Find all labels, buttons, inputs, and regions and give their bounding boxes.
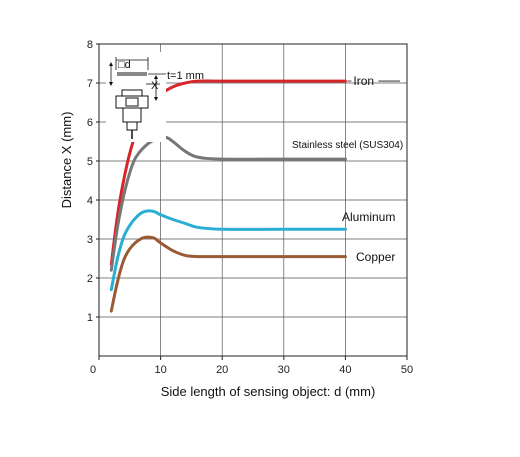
inset-sensor-center: [125, 97, 139, 107]
y-tick-label: 8: [87, 39, 93, 51]
y-tick-label: 1: [87, 312, 93, 324]
y-tick-label: 2: [87, 273, 93, 285]
y-tick-label: 4: [87, 195, 93, 207]
inset-sensor-head: [121, 89, 143, 97]
inset-x-arrow-tail: [109, 82, 113, 86]
inset-target-plate: [117, 72, 147, 76]
series-line-1: [109, 135, 347, 272]
x-tick-label: 10: [154, 364, 166, 376]
inset-sensor-tail: [126, 121, 138, 131]
x-tick-label: 30: [278, 364, 290, 376]
series-label-1: Stainless steel (SUS304): [292, 140, 403, 151]
inset-sensor-body: [122, 107, 142, 123]
series-label-0: Iron: [353, 74, 374, 88]
inset-x-dim-head: [154, 75, 158, 79]
axes: 0 10 20 30 40 50 1 2 3 4 5 6 7 8 Side length of sensin…: [59, 39, 413, 399]
series-line-3: [109, 235, 347, 313]
series-line-2: [109, 209, 347, 292]
series-label-2: Aluminum: [342, 210, 395, 224]
y-tick-label: 3: [87, 234, 93, 246]
series-labels: Iron Stainless steel (SUS304) Aluminum Copp…: [292, 74, 403, 264]
y-tick-label: 5: [87, 156, 93, 168]
inset-d-label: □d: [118, 59, 131, 71]
y-tick-label: 6: [87, 117, 93, 129]
x-tick-label: 50: [401, 364, 413, 376]
inset-x-dim-tail: [154, 97, 158, 101]
series-lines: [109, 79, 347, 313]
sensor-inset-diagram: □d X t=1 mm: [106, 52, 204, 142]
y-axis-title: Distance X (mm): [59, 112, 74, 209]
x-tick-label: 20: [216, 364, 228, 376]
inset-thickness-label: t=1 mm: [167, 70, 204, 82]
inset-x-arrow-head: [109, 62, 113, 66]
x-tick-label: 40: [339, 364, 351, 376]
x-tick-label: 0: [90, 364, 96, 376]
y-tick-label: 7: [87, 78, 93, 90]
inset-x-label: X: [151, 80, 159, 92]
series-label-3: Copper: [356, 250, 395, 264]
x-axis-title: Side length of sensing object: d (mm): [161, 384, 376, 399]
